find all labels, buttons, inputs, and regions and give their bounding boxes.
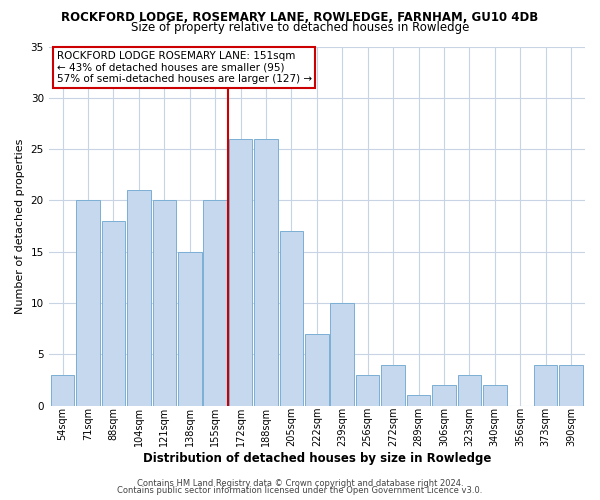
Bar <box>331 303 354 406</box>
Text: ROCKFORD LODGE ROSEMARY LANE: 151sqm
← 43% of detached houses are smaller (95)
5: ROCKFORD LODGE ROSEMARY LANE: 151sqm ← 4… <box>57 51 312 84</box>
Bar <box>458 375 481 406</box>
Bar <box>152 200 176 406</box>
Text: Contains public sector information licensed under the Open Government Licence v3: Contains public sector information licen… <box>118 486 482 495</box>
Bar <box>203 200 227 406</box>
Bar <box>51 375 74 406</box>
Bar <box>178 252 202 406</box>
Bar <box>407 396 430 406</box>
Bar <box>127 190 151 406</box>
Bar <box>483 385 506 406</box>
Text: Size of property relative to detached houses in Rowledge: Size of property relative to detached ho… <box>131 21 469 34</box>
X-axis label: Distribution of detached houses by size in Rowledge: Distribution of detached houses by size … <box>143 452 491 465</box>
Text: ROCKFORD LODGE, ROSEMARY LANE, ROWLEDGE, FARNHAM, GU10 4DB: ROCKFORD LODGE, ROSEMARY LANE, ROWLEDGE,… <box>61 11 539 24</box>
Bar <box>432 385 456 406</box>
Bar <box>534 364 557 406</box>
Bar <box>356 375 379 406</box>
Bar <box>229 139 253 406</box>
Bar <box>305 334 329 406</box>
Bar <box>101 221 125 406</box>
Bar <box>381 364 405 406</box>
Bar <box>280 231 303 406</box>
Bar <box>559 364 583 406</box>
Bar <box>76 200 100 406</box>
Bar <box>254 139 278 406</box>
Y-axis label: Number of detached properties: Number of detached properties <box>15 138 25 314</box>
Text: Contains HM Land Registry data © Crown copyright and database right 2024.: Contains HM Land Registry data © Crown c… <box>137 478 463 488</box>
